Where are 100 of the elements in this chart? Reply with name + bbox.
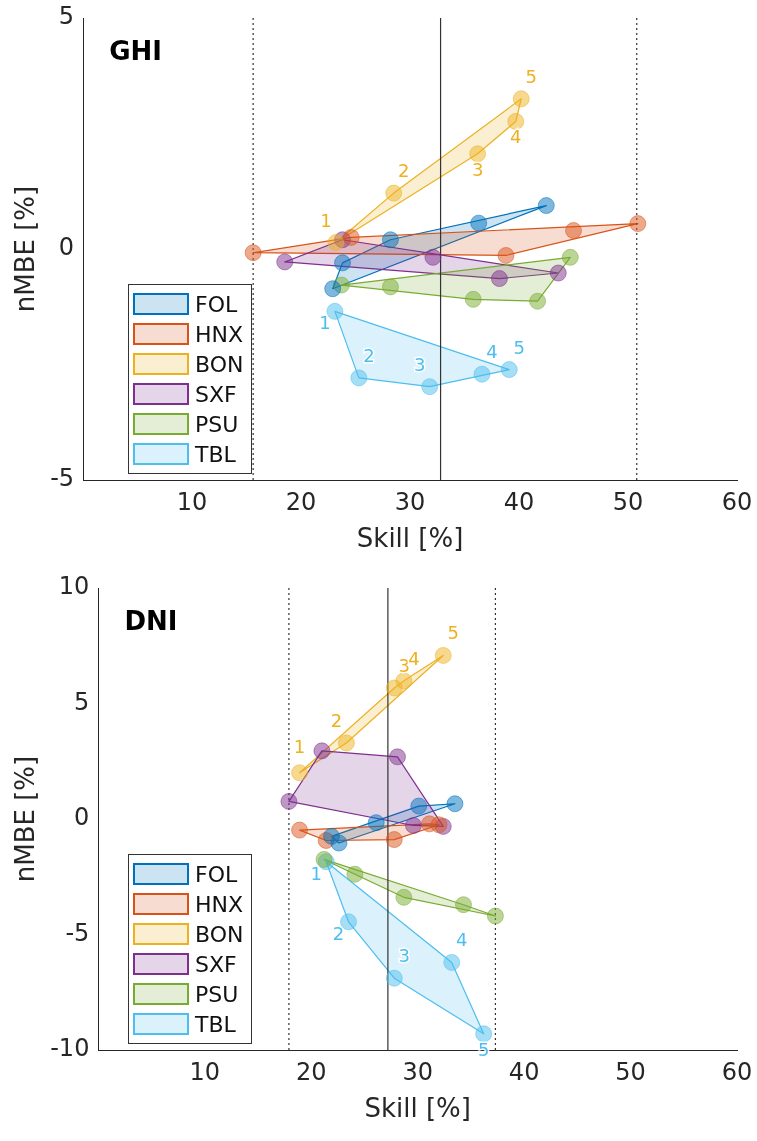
point (507, 112, 525, 130)
annotation: 5 (447, 622, 459, 644)
point (395, 888, 413, 906)
point (475, 1025, 493, 1043)
point (330, 834, 348, 852)
point (385, 831, 403, 849)
x-tick-label: 30 (402, 1057, 433, 1086)
point (549, 264, 567, 282)
annotation: 1 (310, 862, 322, 884)
x-tick-label: 60 (721, 487, 753, 516)
x-tick-label: 50 (612, 487, 644, 516)
point (443, 953, 461, 971)
point (346, 865, 364, 883)
point (421, 378, 439, 396)
legend-label: HNX (195, 321, 244, 347)
annotation: 2 (363, 344, 375, 366)
point (350, 369, 368, 387)
legend-label: PSU (195, 981, 239, 1007)
annotation: 4 (408, 647, 420, 669)
y-tick-label: -10 (50, 1034, 90, 1063)
legend-label: BON (195, 921, 244, 947)
point (490, 270, 508, 288)
point (324, 280, 342, 298)
point (529, 292, 547, 310)
point (276, 253, 294, 271)
y-tick-label: -5 (65, 918, 90, 947)
annotation: 5 (525, 65, 537, 87)
point (404, 816, 422, 834)
point (434, 646, 452, 664)
annotation: 1 (319, 312, 331, 334)
point (395, 672, 413, 690)
legend-label: FOL (195, 291, 238, 317)
x-tick-label: 20 (285, 487, 317, 516)
annotation: 3 (471, 158, 484, 180)
y-tick-label: 0 (58, 233, 75, 262)
x-tick-label: 40 (508, 1057, 540, 1086)
y-tick-label: 0 (74, 803, 90, 832)
point (334, 254, 351, 272)
x-tick-label: 10 (189, 1057, 221, 1086)
legend-label: SXF (195, 381, 237, 407)
annotation: 2 (330, 710, 343, 731)
x-tick-label: 10 (176, 487, 208, 516)
point (381, 231, 399, 249)
point (424, 248, 442, 266)
point (280, 792, 298, 810)
point (385, 969, 403, 987)
annotation: 4 (456, 929, 468, 951)
point (291, 821, 309, 839)
y-axis-title: nMBE [%] (10, 755, 41, 883)
x-tick-label: 50 (615, 1057, 646, 1086)
annotation: 1 (320, 209, 332, 231)
annotation: 3 (413, 353, 426, 375)
point (500, 361, 518, 379)
annotation: 2 (397, 160, 410, 182)
text: DNI (124, 605, 178, 636)
point (565, 222, 583, 240)
point (430, 816, 448, 834)
x-tick-label: 20 (295, 1057, 327, 1086)
annotation: 2 (332, 922, 345, 944)
y-axis-title: nMBE [%] (10, 185, 41, 313)
point (470, 214, 488, 232)
point (629, 215, 647, 233)
point (385, 184, 403, 202)
legend-label: TBL (195, 1011, 236, 1037)
point (342, 228, 360, 246)
point (454, 896, 472, 914)
y-tick-label: 5 (58, 2, 75, 31)
x-axis-title: Skill [%] (364, 1093, 471, 1124)
point (337, 734, 355, 752)
legend-label: TBL (195, 441, 236, 467)
point (388, 748, 406, 766)
point (473, 365, 491, 383)
annotation: 1 (293, 735, 306, 757)
annotation: 4 (510, 126, 522, 148)
point (410, 797, 428, 815)
legend-label: SXF (195, 951, 237, 977)
point (381, 278, 399, 296)
point (446, 795, 464, 813)
point (313, 742, 331, 760)
x-tick-label: 60 (721, 1057, 753, 1086)
point (537, 197, 555, 215)
y-tick-label: -5 (50, 464, 75, 493)
annotation: 5 (513, 336, 525, 358)
annotation: 3 (398, 945, 411, 967)
point (469, 145, 487, 163)
point (464, 290, 482, 308)
point (497, 246, 515, 264)
point (327, 234, 345, 252)
point (291, 764, 309, 782)
legend-label: HNX (195, 891, 244, 917)
legend-label: BON (195, 351, 244, 377)
point (561, 248, 579, 266)
y-tick-label: 5 (74, 687, 90, 716)
point (244, 244, 262, 262)
x-tick-label: 40 (503, 487, 535, 516)
point (367, 814, 385, 832)
x-axis-title: Skill [%] (356, 523, 464, 554)
annotation: 4 (486, 341, 498, 363)
legend-label: PSU (195, 411, 239, 437)
x-tick-label: 30 (394, 487, 426, 516)
